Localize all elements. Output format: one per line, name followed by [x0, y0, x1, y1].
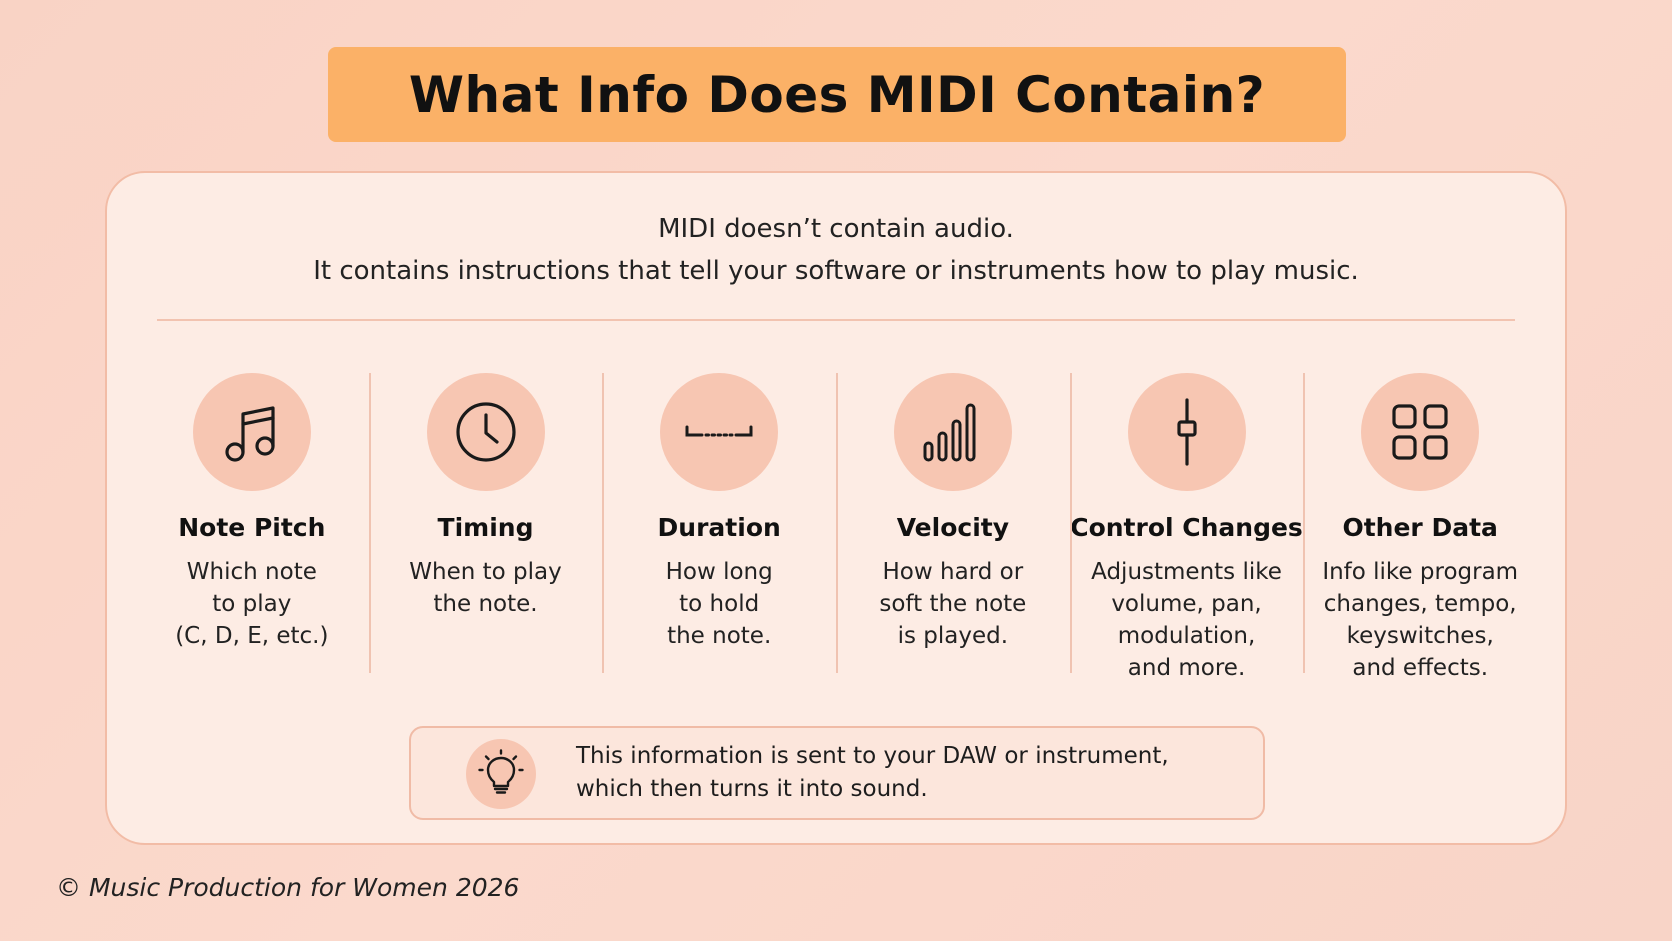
duration-bracket-icon	[685, 425, 753, 437]
icon-circle	[426, 373, 545, 491]
item-control-changes: Control Changes Adjustments like volume,…	[1069, 373, 1304, 681]
fader-icon	[1176, 398, 1197, 466]
item-title: Other Data	[1342, 513, 1498, 542]
velocity-bars-icon	[923, 403, 976, 462]
info-card: MIDI doesn’t contain audio. It contains …	[105, 171, 1567, 845]
lightbulb-icon	[478, 749, 524, 794]
item-description: Info like program changes, tempo, keyswi…	[1322, 559, 1519, 681]
icon-circle	[1127, 373, 1246, 491]
item-description: How long to hold the note.	[665, 559, 773, 649]
item-title: Velocity	[896, 513, 1010, 542]
page-title: What Info Does MIDI Contain?	[408, 65, 1266, 124]
item-description: Which note to play (C, D, E, etc.)	[175, 559, 329, 649]
intro-line-1: MIDI doesn’t contain audio.	[658, 214, 1014, 244]
info-text: This information is sent to your DAW or …	[576, 740, 1169, 806]
item-description: When to play the note.	[409, 559, 562, 617]
item-velocity: Velocity How hard or soft the note is pl…	[836, 373, 1070, 673]
item-title: Timing	[437, 513, 534, 542]
intro-text: MIDI doesn’t contain audio. It contains …	[107, 208, 1565, 292]
item-title: Control Changes	[1070, 513, 1303, 542]
item-title: Duration	[657, 513, 781, 542]
info-line-1: This information is sent to your DAW or …	[576, 743, 1169, 769]
item-duration: Duration How long to hold the note.	[602, 373, 836, 673]
item-note-pitch: Note Pitch Which note to play (C, D, E, …	[135, 373, 369, 673]
item-other-data: Other Data Info like program changes, te…	[1303, 373, 1537, 681]
item-description: How hard or soft the note is played.	[879, 559, 1027, 649]
icon-circle	[660, 373, 779, 491]
info-box: This information is sent to your DAW or …	[409, 726, 1265, 820]
icon-circle	[1361, 373, 1480, 491]
music-note-icon	[225, 406, 275, 462]
clock-icon	[455, 402, 516, 462]
icon-circle	[192, 373, 311, 491]
item-description: Adjustments like volume, pan, modulation…	[1091, 559, 1282, 681]
info-columns: Note Pitch Which note to play (C, D, E, …	[135, 373, 1537, 681]
copyright-footer: © Music Production for Women 2026	[56, 873, 520, 902]
item-timing: Timing When to play the note.	[368, 373, 603, 673]
title-banner: What Info Does MIDI Contain?	[328, 47, 1346, 142]
divider	[157, 319, 1515, 321]
item-title: Note Pitch	[178, 513, 326, 542]
intro-line-2: It contains instructions that tell your …	[313, 256, 1359, 286]
info-line-2: which then turns it into sound.	[576, 776, 928, 802]
icon-circle	[893, 373, 1012, 491]
grid-icon	[1392, 404, 1448, 460]
bulb-circle	[466, 739, 536, 809]
